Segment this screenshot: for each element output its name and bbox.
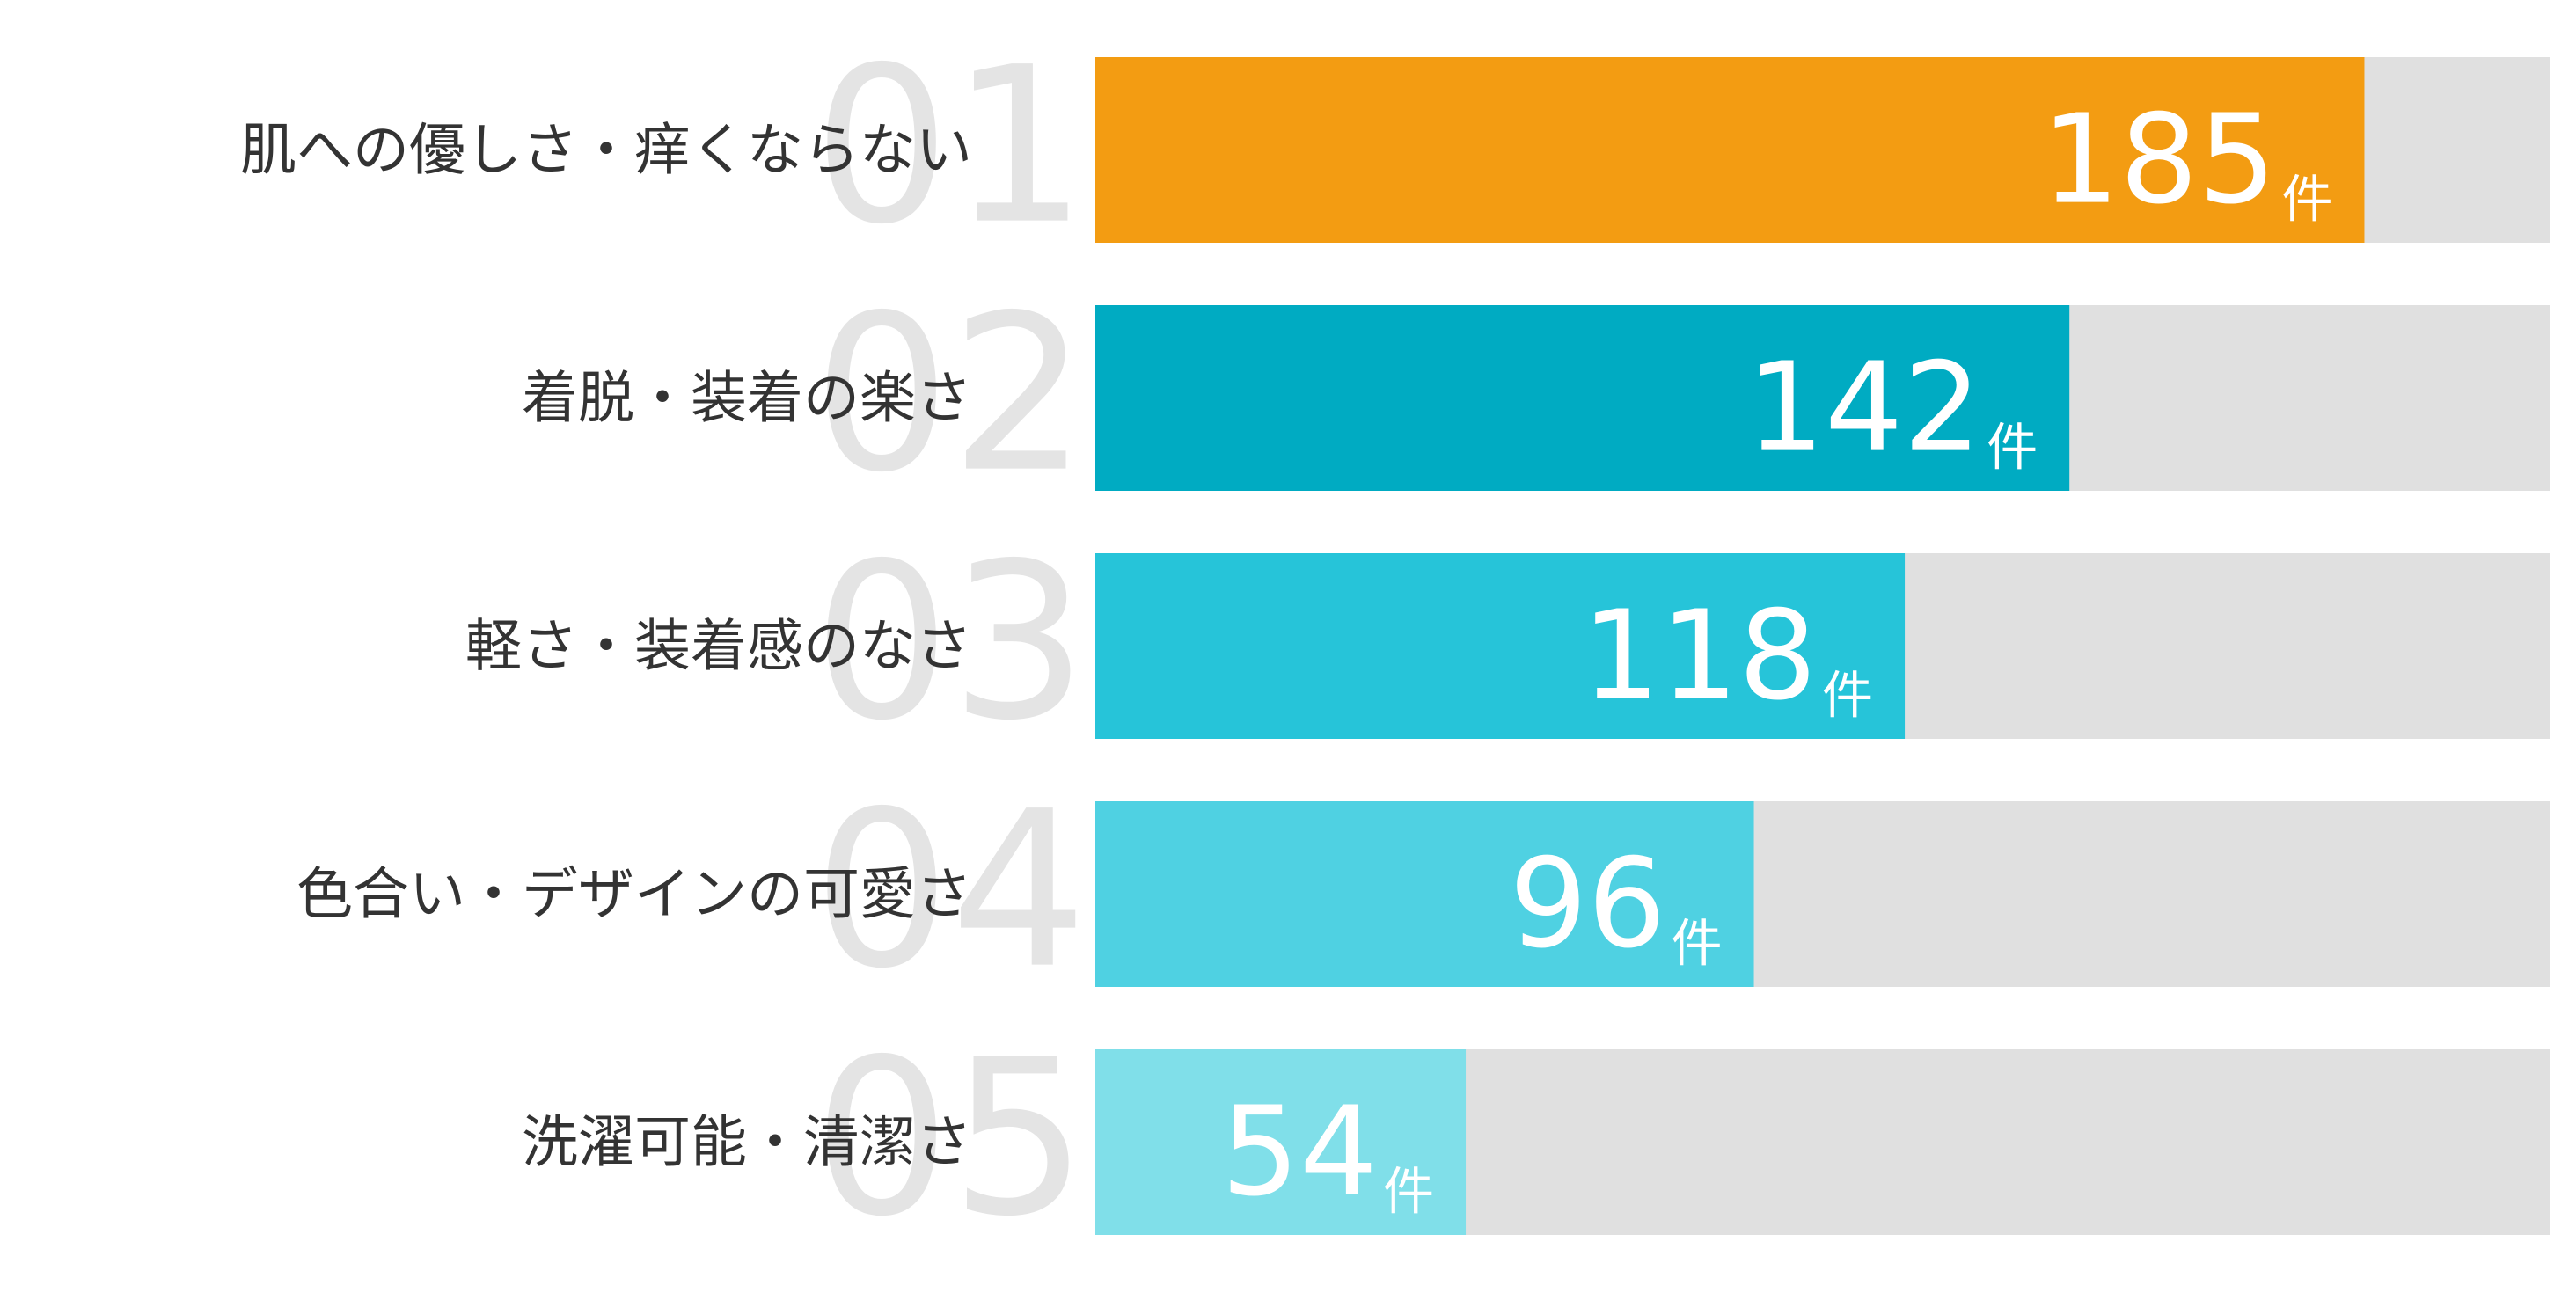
bar	[1095, 801, 1754, 987]
category-label: 軽さ・装着感のなさ	[465, 615, 972, 680]
value-unit: 件	[1987, 417, 2038, 477]
bar	[1095, 553, 1906, 739]
value-unit: 件	[2281, 169, 2332, 229]
rank-number: 04	[813, 765, 1087, 1016]
category-label: 洗濯可能・清潔さ	[522, 1111, 972, 1176]
value-label: 185	[2041, 89, 2276, 232]
value-label: 142	[1746, 337, 1981, 480]
bar	[1095, 1049, 1467, 1235]
category-label: 着脱・装着の楽さ	[522, 367, 972, 432]
value-unit: 件	[1672, 913, 1723, 973]
value-unit: 件	[1383, 1161, 1434, 1221]
value-label: 54	[1221, 1081, 1378, 1224]
value-label: 118	[1582, 585, 1817, 728]
category-label: 肌への優しさ・痒くならない	[240, 119, 972, 184]
rank-number: 01	[813, 21, 1087, 272]
bar	[1095, 305, 2070, 491]
category-label: 色合い・デザインの可愛さ	[296, 863, 972, 928]
rank-number: 05	[813, 1013, 1087, 1264]
value-unit: 件	[1822, 665, 1873, 725]
rank-number: 03	[813, 517, 1087, 768]
rank-number: 02	[813, 269, 1087, 520]
value-label: 96	[1509, 833, 1665, 976]
bar	[1095, 57, 2365, 243]
